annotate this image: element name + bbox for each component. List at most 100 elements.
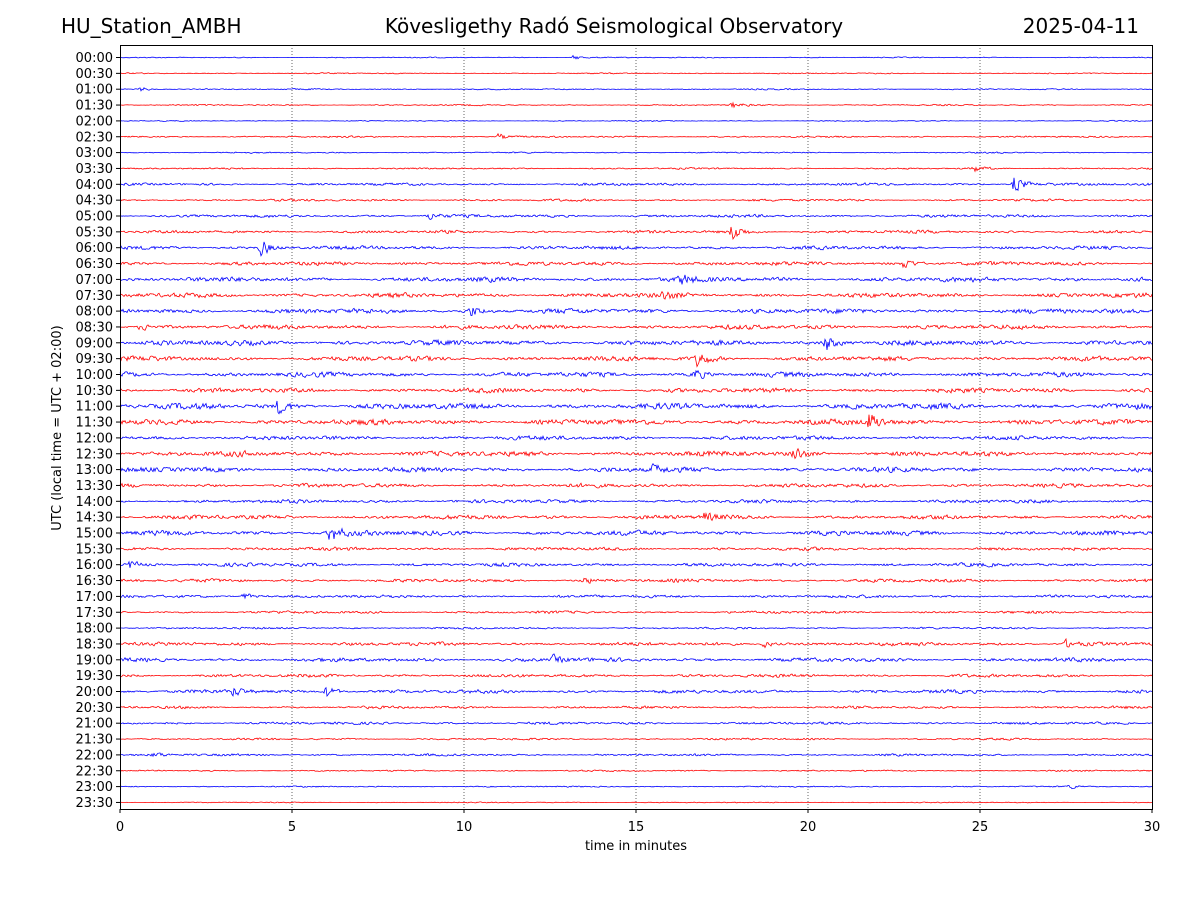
seismogram-trace [119,462,1153,474]
seismogram-trace [119,119,1152,122]
seismogram-trace [119,151,1153,154]
y-tick-label: 01:00 [76,83,113,98]
y-tick-label: 14:30 [76,511,113,526]
y-tick-label: 04:00 [76,178,113,193]
y-tick-label: 21:30 [76,733,113,748]
seismogram-trace [119,354,1153,368]
y-tick-label: 09:00 [76,336,113,351]
y-tick-label: 17:30 [76,606,113,621]
seismogram-trace [119,447,1153,460]
y-tick-label: 01:30 [76,99,113,114]
y-tick-label: 17:00 [76,590,113,605]
seismogram-trace [119,498,1153,504]
seismogram-trace [119,737,1153,741]
seismogram-trace [119,546,1153,552]
y-tick-label: 08:00 [76,305,113,320]
seismogram-trace [119,274,1153,285]
y-tick-label: 12:30 [76,447,113,462]
y-tick-label: 12:00 [76,431,113,446]
x-tick-label: 20 [800,820,817,835]
y-tick-label: 06:30 [76,257,113,272]
y-axis-label: UTC (local time = UTC + 02:00) [50,325,65,530]
y-tick-label: 18:00 [76,622,113,637]
y-tick-label: 11:00 [76,400,113,415]
seismogram-trace [119,198,1153,202]
y-tick-label: 20:30 [76,701,113,716]
seismogram-trace [119,434,1153,441]
y-tick-label: 16:00 [76,558,113,573]
y-tick-label: 05:00 [76,210,113,225]
x-tick-labels: 0 5 10 15 20 25 30 [116,809,1160,835]
seismogram-trace [119,290,1153,300]
y-tick-label: 02:00 [76,114,113,129]
x-tick-label: 15 [628,820,645,835]
y-tick-label: 09:30 [76,352,113,367]
seismogram-trace [119,323,1153,331]
y-tick-label: 23:00 [76,780,113,795]
y-tick-label: 04:30 [76,194,113,209]
x-tick-label: 25 [972,820,989,835]
seismogram-trace [119,769,1153,773]
seismogram-trace [120,213,1153,220]
vertical-grid [291,45,981,809]
seismogram-trace [119,610,1153,615]
plot-frame [120,45,1153,810]
seismogram-trace [120,626,1153,630]
seismogram-trace [119,241,1153,257]
seismogram-trace [119,673,1153,679]
seismogram-trace [119,54,1152,60]
seismogram-trace [119,686,1153,698]
y-tick-label: 15:30 [76,542,113,557]
chart-title: Kövesligethy Radó Seismological Observat… [384,14,844,38]
y-tick-label: 05:30 [76,225,113,240]
y-tick-label: 13:30 [76,479,113,494]
y-tick-label: 19:00 [76,653,113,668]
seismogram-trace [119,369,1153,380]
x-tick-label: 10 [456,820,473,835]
seismogram-trace [119,593,1153,600]
y-tick-label: 16:30 [76,574,113,589]
seismogram-trace [119,784,1153,790]
chart-date: 2025-04-11 [1022,14,1139,38]
seismogram-trace [119,637,1153,649]
seismogram-trace [119,482,1153,489]
y-tick-labels: 00:0000:3001:0001:3002:0002:3003:0003:30… [76,51,120,811]
y-tick-label: 14:00 [76,495,113,510]
seismogram-traces [119,54,1153,804]
seismogram-trace [119,801,1153,804]
x-tick-label: 5 [288,820,296,835]
y-tick-label: 21:00 [76,717,113,732]
y-tick-label: 19:30 [76,669,113,684]
x-tick-label: 30 [1144,820,1161,835]
seismogram-trace [119,166,1152,173]
seismogram-trace [119,527,1153,540]
x-axis-label: time in minutes [585,839,687,854]
seismogram-trace [119,177,1153,192]
y-tick-label: 07:30 [76,289,113,304]
seismogram-trace [119,387,1153,394]
y-tick-label: 10:30 [76,384,113,399]
seismogram-trace [119,414,1153,428]
y-tick-label: 08:30 [76,320,113,335]
seismogram-trace [119,132,1153,140]
y-tick-label: 00:30 [76,67,113,82]
y-tick-label: 00:00 [76,51,113,66]
y-tick-label: 15:00 [76,527,113,542]
seismogram-trace [119,101,1153,109]
y-tick-label: 03:00 [76,146,113,161]
seismogram-trace [119,400,1153,415]
y-tick-label: 06:00 [76,241,113,256]
seismogram-trace [119,752,1153,758]
y-tick-label: 22:00 [76,748,113,763]
seismogram-trace [119,721,1152,726]
y-tick-label: 02:30 [76,130,113,145]
y-tick-label: 03:30 [76,162,113,177]
seismogram-trace [119,705,1153,710]
seismogram-trace [119,260,1153,269]
y-tick-label: 13:00 [76,463,113,478]
x-tick-label: 0 [116,820,124,835]
seismogram-trace [119,653,1153,664]
y-tick-label: 20:00 [76,685,113,700]
seismogram-trace [119,307,1153,317]
y-tick-label: 10:00 [76,368,113,383]
